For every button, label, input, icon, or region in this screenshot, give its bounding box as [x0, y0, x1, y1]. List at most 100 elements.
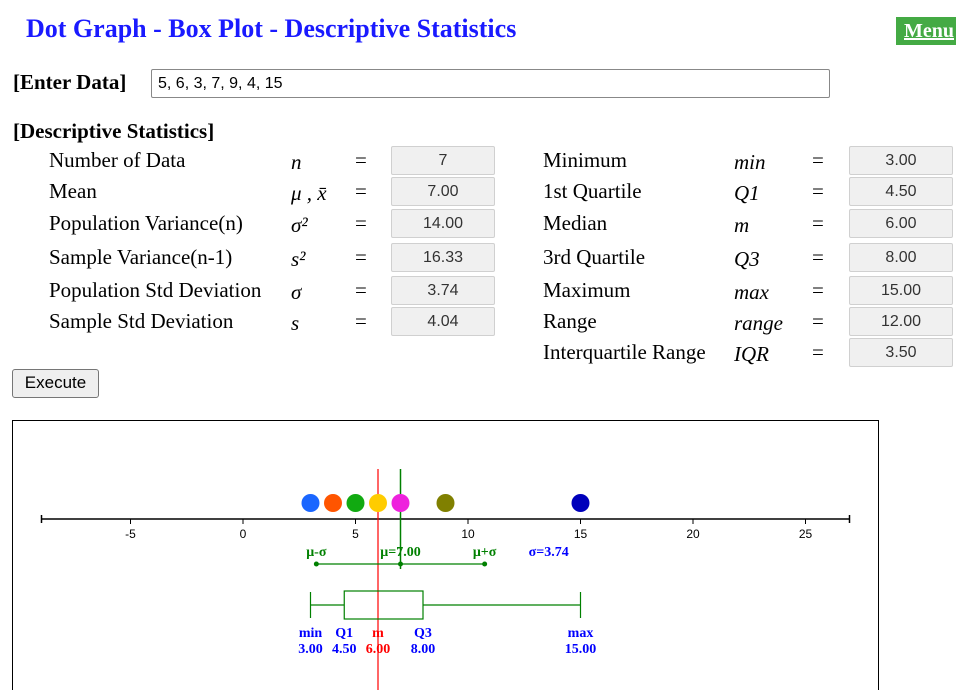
iqr-box	[343, 590, 424, 620]
stat-symbol: Q1	[734, 181, 760, 205]
stat-symbol: m	[734, 213, 750, 237]
equals-sign: =	[355, 148, 367, 172]
mu-plus-sigma-label: μ+σ	[473, 545, 497, 560]
stat-row-range: Range range = 12.00	[0, 307, 956, 339]
equals-sign: =	[812, 148, 824, 172]
std-marker	[313, 561, 319, 567]
page-title: Dot Graph - Box Plot - Descriptive Stati…	[26, 14, 517, 43]
stat-value-sample-variance: 16.33	[391, 243, 495, 272]
stat-label: Sample Std Deviation	[49, 309, 234, 333]
x-tick-label: 10	[461, 527, 475, 541]
stat-label: Number of Data	[49, 148, 186, 172]
stat-symbol: σ²	[291, 213, 308, 237]
stat-value-sample-std: 4.04	[391, 307, 495, 336]
stat-value-pop-std: 3.74	[391, 276, 495, 305]
stat-row-iqr: Interquartile Range IQR = 3.50	[0, 338, 956, 370]
menu-link[interactable]: Menu	[896, 17, 956, 45]
median-label: m	[372, 626, 384, 641]
stat-label: Maximum	[543, 278, 631, 302]
stat-row-median: Median m = 6.00	[0, 209, 956, 241]
enter-data-label: [Enter Data]	[13, 70, 127, 94]
sigma-label: σ=3.74	[529, 545, 569, 560]
stat-symbol: s	[291, 311, 300, 335]
mu-label: μ=7.00	[380, 545, 420, 560]
stat-row-q3: 3rd Quartile Q3 = 8.00	[0, 243, 956, 275]
stat-row-sample-variance: Sample Variance(n-1) s² = 16.33	[0, 243, 500, 275]
stat-label: Population Std Deviation	[49, 278, 262, 302]
stat-symbol: min	[734, 150, 766, 174]
stat-value-max: 15.00	[849, 276, 953, 305]
data-point	[436, 494, 455, 512]
stat-label: Population Variance(n)	[49, 211, 243, 235]
stat-label: Sample Variance(n-1)	[49, 245, 233, 269]
stat-value-range: 12.00	[849, 307, 953, 336]
stat-row-sample-std: Sample Std Deviation s = 4.04	[0, 307, 500, 339]
stat-value-q3: 8.00	[849, 243, 953, 272]
x-tick-label: 25	[799, 527, 813, 541]
stat-symbol: μ , x̄	[291, 181, 327, 205]
data-point	[369, 494, 387, 512]
equals-sign: =	[812, 340, 824, 364]
stat-label: Mean	[49, 179, 97, 203]
stat-label: Range	[543, 309, 597, 333]
equals-sign: =	[355, 245, 367, 269]
stat-row-pop-std: Population Std Deviation σ = 3.74	[0, 276, 500, 308]
data-point	[324, 494, 342, 512]
data-input[interactable]	[151, 69, 830, 98]
stat-row-pop-variance: Population Variance(n) σ² = 14.00	[0, 209, 500, 241]
stat-row-min: Minimum min = 3.00	[0, 146, 956, 178]
equals-sign: =	[812, 309, 824, 333]
equals-sign: =	[812, 179, 824, 203]
execute-button[interactable]: Execute	[12, 369, 99, 398]
stat-value-iqr: 3.50	[849, 338, 953, 367]
equals-sign: =	[355, 211, 367, 235]
data-point	[571, 494, 590, 512]
stat-value-pop-variance: 14.00	[391, 209, 495, 238]
stat-label: Minimum	[543, 148, 628, 172]
stat-symbol: n	[291, 150, 302, 174]
x-tick-label: 5	[352, 527, 359, 541]
stat-row-max: Maximum max = 15.00	[0, 276, 956, 308]
std-marker	[398, 561, 403, 567]
median-value-label: 6.00	[366, 642, 391, 657]
equals-sign: =	[812, 278, 824, 302]
stat-value-median: 6.00	[849, 209, 953, 238]
q1-label: Q1	[335, 626, 353, 641]
equals-sign: =	[355, 179, 367, 203]
stat-value-n: 7	[391, 146, 495, 175]
stat-symbol: s²	[291, 247, 306, 271]
stat-symbol: max	[734, 280, 769, 304]
x-tick-label: 15	[574, 527, 588, 541]
q3-value-label: 8.00	[411, 642, 436, 657]
stat-label: 1st Quartile	[543, 179, 642, 203]
data-point	[301, 494, 320, 512]
stat-label: 3rd Quartile	[543, 245, 646, 269]
q1-value-label: 4.50	[332, 642, 357, 657]
stat-row-q1: 1st Quartile Q1 = 4.50	[0, 177, 956, 209]
equals-sign: =	[355, 309, 367, 333]
q3-label: Q3	[414, 626, 432, 641]
equals-sign: =	[812, 245, 824, 269]
stat-value-mean: 7.00	[391, 177, 495, 206]
stat-row-n: Number of Data n = 7	[0, 146, 500, 178]
equals-sign: =	[812, 211, 824, 235]
stat-symbol: Q3	[734, 247, 760, 271]
x-tick-label: -5	[125, 527, 136, 541]
max-value-label: 15.00	[565, 642, 597, 657]
descriptive-statistics-label: [Descriptive Statistics]	[13, 119, 215, 143]
graph-panel: -5 0 5 10 15 20 25 μ-σ μ=7.00 μ+σ σ=3.74 min Q1 m Q3 ma…	[12, 420, 879, 690]
stat-symbol: σ	[291, 280, 302, 304]
stat-label: Median	[543, 211, 608, 235]
stat-label: Interquartile Range	[543, 340, 706, 364]
stat-symbol: range	[734, 311, 783, 335]
x-tick-label: 20	[686, 527, 700, 541]
equals-sign: =	[355, 278, 367, 302]
min-value-label: 3.00	[298, 642, 323, 657]
min-label: min	[299, 626, 323, 641]
stat-value-q1: 4.50	[849, 177, 953, 206]
mu-minus-sigma-label: μ-σ	[306, 545, 327, 560]
dot-box-plot: -5 0 5 10 15 20 25 μ-σ μ=7.00 μ+σ σ=3.74 min Q1 m Q3 ma…	[40, 469, 851, 690]
x-tick-label: 0	[240, 527, 247, 541]
max-label: max	[568, 626, 594, 641]
std-marker	[482, 561, 488, 567]
